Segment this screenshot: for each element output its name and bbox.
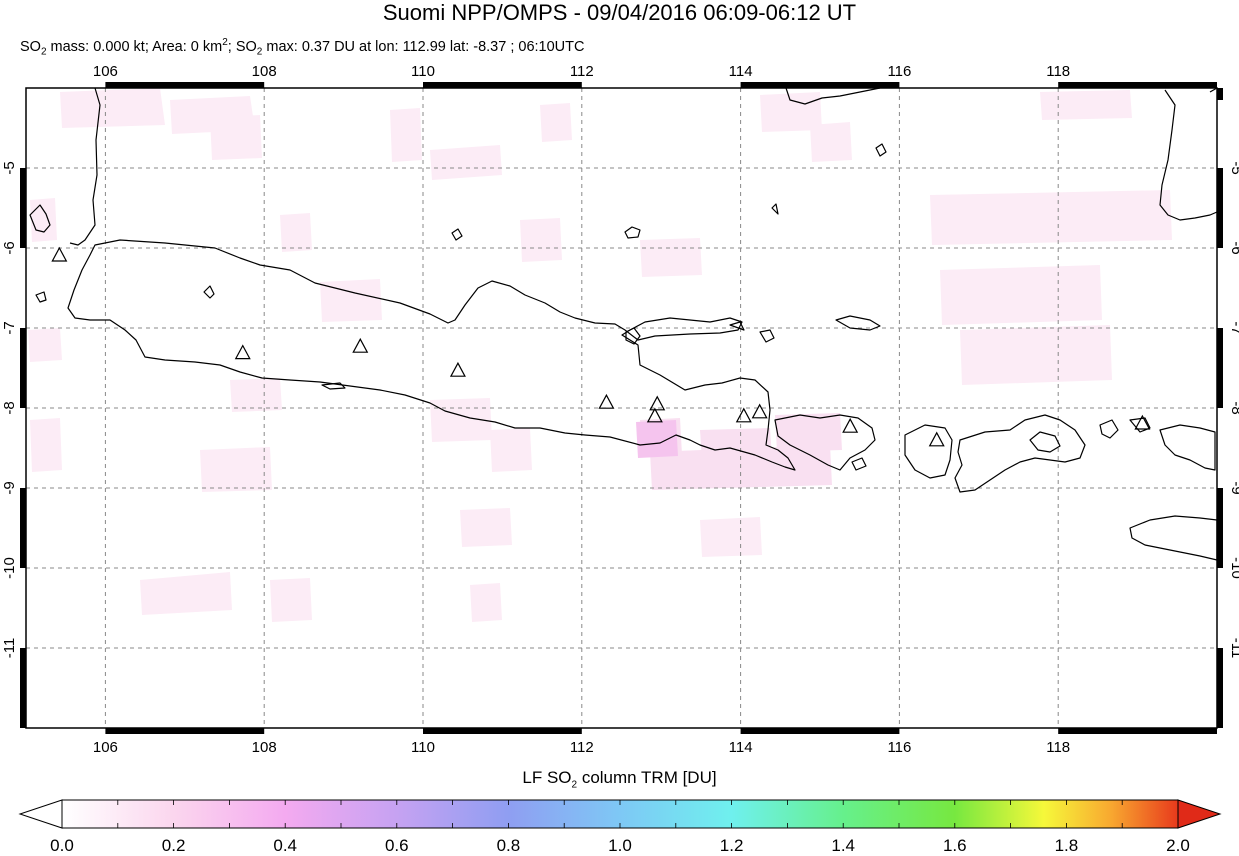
volcano-triangle-icon bbox=[649, 395, 666, 411]
lat-label-right: -11 bbox=[1228, 638, 1239, 659]
lon-label-top: 112 bbox=[570, 63, 594, 80]
colorbar-label: 0.2 bbox=[161, 836, 186, 855]
frame-bar-top bbox=[1058, 82, 1217, 88]
lon-label-top: 110 bbox=[411, 63, 435, 80]
frame-bar-left bbox=[20, 648, 26, 728]
lat-label-left: -8 bbox=[1, 401, 18, 414]
lat-label-left: -10 bbox=[1, 557, 18, 579]
volcano-triangle-icon bbox=[234, 344, 251, 360]
frame-bar-bottom bbox=[423, 728, 582, 734]
map-subtitle: SO2 mass: 0.000 kt; Area: 0 km2; SO2 max… bbox=[20, 37, 585, 58]
colorbar-label: 1.0 bbox=[608, 836, 632, 855]
lon-label-bottom: 106 bbox=[93, 739, 118, 756]
volcano-triangle-icon bbox=[842, 417, 859, 433]
colorbar-label: 1.8 bbox=[1054, 836, 1079, 855]
lat-label-right: -6 bbox=[1228, 241, 1239, 254]
colorbar-title: LF SO2 column TRM [DU] bbox=[522, 768, 717, 791]
frame-bar-left bbox=[20, 168, 26, 248]
lat-lon-grid bbox=[26, 88, 1217, 728]
colorbar-label: 0.0 bbox=[50, 836, 74, 855]
volcano-markers bbox=[51, 246, 1151, 447]
lat-label-right: -8 bbox=[1228, 401, 1239, 414]
frame-bar-left bbox=[20, 488, 26, 568]
volcano-triangle-icon bbox=[449, 361, 466, 377]
lon-label-bottom: 108 bbox=[252, 739, 277, 756]
frame-bar-top bbox=[423, 82, 582, 88]
so2-pixel-field bbox=[28, 88, 1172, 622]
volcano-triangle-icon bbox=[1134, 414, 1151, 430]
lat-label-left: -5 bbox=[1, 161, 18, 174]
lat-label-left: -7 bbox=[1, 321, 18, 334]
colorbar-label: 0.4 bbox=[273, 836, 298, 855]
frame-bar-right bbox=[1217, 88, 1223, 100]
volcano-triangle-icon bbox=[646, 407, 663, 423]
frame-bar-right bbox=[1217, 648, 1223, 728]
axis-tick-labels: 106 106 108 108 110 110 112 112 114 114 116 116 118 1… bbox=[1, 63, 1239, 756]
lon-label-bottom: 118 bbox=[1046, 739, 1070, 756]
lon-label-top: 108 bbox=[252, 63, 277, 80]
frame-bar-bottom bbox=[105, 728, 265, 734]
volcano-triangle-icon bbox=[751, 403, 768, 419]
volcano-triangle-icon bbox=[928, 431, 945, 447]
lat-label-left: -11 bbox=[1, 638, 18, 659]
map-frame-bars bbox=[20, 82, 1223, 734]
lon-label-bottom: 110 bbox=[411, 739, 435, 756]
lon-label-bottom: 114 bbox=[729, 739, 753, 756]
frame-bar-left bbox=[20, 328, 26, 408]
colorbar-label: 2.0 bbox=[1166, 836, 1190, 855]
volcano-triangle-icon bbox=[735, 407, 752, 423]
lat-label-left: -9 bbox=[1, 481, 18, 494]
lat-label-right: -7 bbox=[1228, 321, 1239, 334]
frame-bar-top bbox=[740, 82, 900, 88]
colorbar-label: 0.8 bbox=[496, 836, 521, 855]
frame-bar-right bbox=[1217, 328, 1223, 408]
colorbar-label: 0.6 bbox=[384, 836, 409, 855]
volcano-triangle-icon bbox=[352, 337, 369, 353]
lon-label-bottom: 112 bbox=[570, 739, 594, 756]
colorbar-label: 1.2 bbox=[719, 836, 744, 855]
colorbar bbox=[18, 799, 1222, 829]
colorbar-low-arrow bbox=[18, 799, 63, 829]
lat-label-right: -10 bbox=[1228, 557, 1239, 579]
frame-bar-right bbox=[1217, 168, 1223, 248]
lon-label-bottom: 116 bbox=[887, 739, 911, 756]
lon-label-top: 106 bbox=[93, 63, 118, 80]
colorbar-label: 1.4 bbox=[831, 836, 856, 855]
frame-bar-top bbox=[105, 82, 265, 88]
lon-label-top: 116 bbox=[887, 63, 911, 80]
coastlines bbox=[29, 87, 1218, 561]
lon-label-top: 118 bbox=[1046, 63, 1070, 80]
frame-bar-right bbox=[1217, 488, 1223, 568]
frame-bar-bottom bbox=[740, 728, 900, 734]
lat-label-right: -9 bbox=[1228, 481, 1239, 494]
lat-label-left: -6 bbox=[1, 241, 18, 254]
map-title: Suomi NPP/OMPS - 09/04/2016 06:09-06:12 … bbox=[382, 0, 857, 25]
volcano-triangle-icon bbox=[598, 393, 615, 409]
colorbar-label: 1.6 bbox=[942, 836, 967, 855]
colorbar-high-arrow bbox=[1177, 799, 1222, 829]
volcano-triangle-icon bbox=[51, 246, 68, 262]
lon-label-top: 114 bbox=[729, 63, 753, 80]
lat-label-right: -5 bbox=[1228, 161, 1239, 174]
frame-bar-bottom bbox=[1058, 728, 1217, 734]
